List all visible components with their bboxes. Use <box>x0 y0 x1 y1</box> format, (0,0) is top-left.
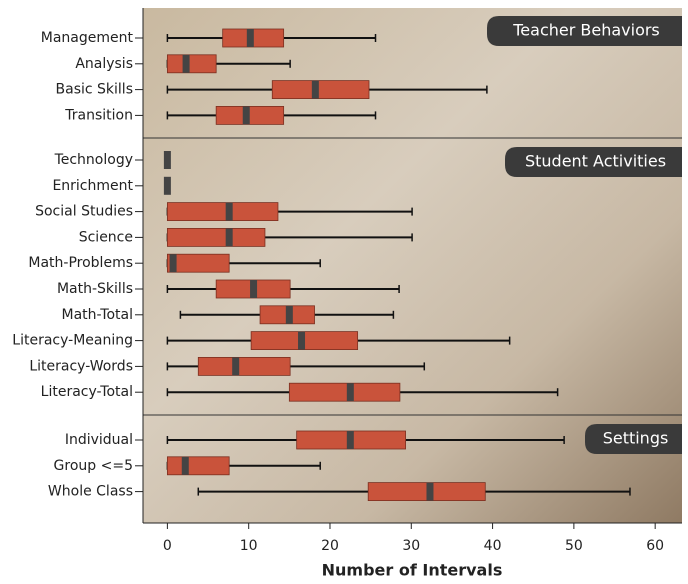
y-tick-label: Literacy-Meaning <box>12 333 133 349</box>
chart: Number of Intervals Teacher Behaviors Man… <box>0 0 688 580</box>
box <box>216 106 283 124</box>
y-tick-label: Social Studies <box>35 204 133 220</box>
median <box>298 332 305 350</box>
x-tick-label: 10 <box>240 538 258 554</box>
x-tick-label: 0 <box>163 538 172 554</box>
median <box>170 254 177 272</box>
y-tick-label: Basic Skills <box>56 82 133 98</box>
box <box>167 254 229 272</box>
y-tick-label: Math-Total <box>62 307 133 323</box>
median <box>312 81 319 99</box>
y-tick-label: Technology <box>54 152 133 168</box>
median <box>226 228 233 246</box>
box <box>198 357 290 375</box>
y-tick-label: Analysis <box>75 56 133 72</box>
median <box>164 151 171 169</box>
panel-title: Settings <box>603 429 669 448</box>
y-tick-label: Math-Skills <box>57 281 133 297</box>
box <box>167 228 265 246</box>
y-tick-label: Literacy-Total <box>41 384 133 400</box>
y-tick-label: Group <=5 <box>54 458 133 474</box>
median <box>226 203 233 221</box>
x-tick-label: 50 <box>565 538 583 554</box>
x-tick-label: 40 <box>484 538 502 554</box>
median <box>182 457 189 475</box>
box <box>167 203 278 221</box>
box <box>272 81 369 99</box>
x-tick-label: 20 <box>321 538 339 554</box>
box <box>167 55 216 73</box>
x-tick-label: 60 <box>646 538 664 554</box>
median <box>426 483 433 501</box>
median <box>250 280 257 298</box>
y-tick-label: Transition <box>64 107 133 123</box>
y-tick-label: Individual <box>65 432 133 448</box>
y-tick-label: Management <box>41 30 134 46</box>
y-tick-label: Math-Problems <box>28 255 133 271</box>
median <box>183 55 190 73</box>
median <box>164 177 171 195</box>
x-axis-label: Number of Intervals <box>322 561 503 580</box>
box <box>167 457 229 475</box>
median <box>286 306 293 324</box>
y-tick-label: Literacy-Words <box>29 358 133 374</box>
panel-title: Teacher Behaviors <box>512 21 660 40</box>
y-tick-label: Enrichment <box>52 178 133 194</box>
box <box>289 383 400 401</box>
median <box>347 383 354 401</box>
x-tick-label: 30 <box>402 538 420 554</box>
median <box>243 106 250 124</box>
y-tick-label: Science <box>79 229 133 245</box>
panel-title: Student Activities <box>525 152 666 171</box>
median <box>347 431 354 449</box>
median <box>232 357 239 375</box>
median <box>247 29 254 47</box>
y-tick-label: Whole Class <box>48 484 133 500</box>
